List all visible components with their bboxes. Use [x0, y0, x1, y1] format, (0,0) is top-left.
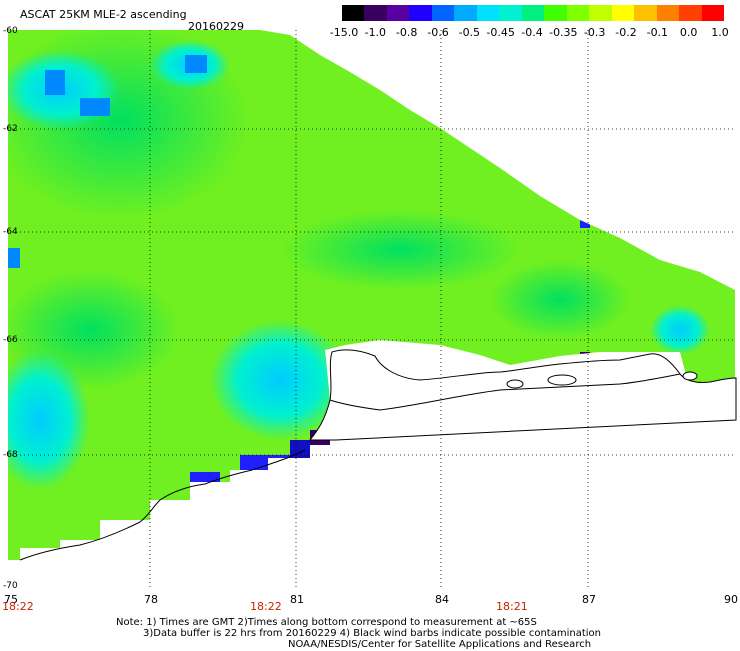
y-tick-68: -68 [3, 450, 18, 460]
colorbar-swatch [679, 5, 703, 21]
y-tick-66: -66 [3, 335, 18, 345]
x-tick-81: 81 [290, 593, 304, 606]
colorbar-swatch [499, 5, 523, 21]
colorbar-swatch [656, 5, 680, 21]
colorbar-swatch [454, 5, 478, 21]
colorbar-swatch [431, 5, 455, 21]
colorbar-swatch [544, 5, 568, 21]
colorbar-label: -0.2 [615, 26, 637, 39]
colorbar-swatch [342, 5, 365, 21]
colorbar-swatch [521, 5, 545, 21]
colorbar-label: -15.0 [329, 26, 359, 39]
footer-note-line1: Note: 1) Times are GMT 2)Times along bot… [116, 617, 537, 628]
colorbar-label: 1.0 [711, 26, 729, 39]
time-label: 18:22 [2, 600, 34, 613]
colorbar-label: -0.3 [583, 26, 606, 39]
x-tick-84: 84 [435, 593, 449, 606]
colorbar-swatch [634, 5, 658, 21]
colorbar-swatch [611, 5, 635, 21]
colorbar-label: -0.1 [646, 26, 669, 39]
x-tick-75: 75 [4, 593, 18, 606]
y-tick-62: -62 [3, 124, 18, 134]
colorbar-label: -0.45 [486, 26, 515, 39]
time-label: 18:21 [496, 600, 528, 613]
colorbar-label: -0.35 [549, 26, 578, 39]
product-date: 20160229 [188, 20, 244, 33]
colorbar-swatch [409, 5, 433, 21]
colorbar-label: -0.4 [521, 26, 543, 39]
x-tick-78: 78 [144, 593, 158, 606]
colorbar-swatch [364, 5, 388, 21]
colorbar-swatch [386, 5, 410, 21]
colorbar-label: -0.6 [427, 26, 449, 39]
coastline [19, 349, 737, 561]
colorbar-swatch [476, 5, 500, 21]
time-label: 18:22 [250, 600, 282, 613]
x-tick-87: 87 [582, 593, 596, 606]
y-tick-70: -70 [3, 581, 18, 591]
x-tick-90: 90 [724, 593, 738, 606]
colorbar-label: 0.0 [679, 26, 698, 39]
product-title: ASCAT 25KM MLE-2 ascending [20, 8, 187, 21]
grid-lines [8, 30, 735, 590]
colorbar-label: -0.5 [458, 26, 481, 39]
y-tick-60: -60 [3, 26, 18, 36]
colorbar-label: -0.8 [395, 26, 418, 39]
y-tick-64: -64 [3, 227, 18, 237]
colorbar-swatch [566, 5, 590, 21]
footer-credit: NOAA/NESDIS/Center for Satellite Applica… [288, 639, 592, 650]
colorbar-label: -1.0 [364, 26, 387, 39]
footer-note-line2: 3)Data buffer is 22 hrs from 20160229 4)… [143, 628, 601, 639]
colorbar-swatch [589, 5, 613, 21]
colorbar-swatch [701, 5, 725, 21]
